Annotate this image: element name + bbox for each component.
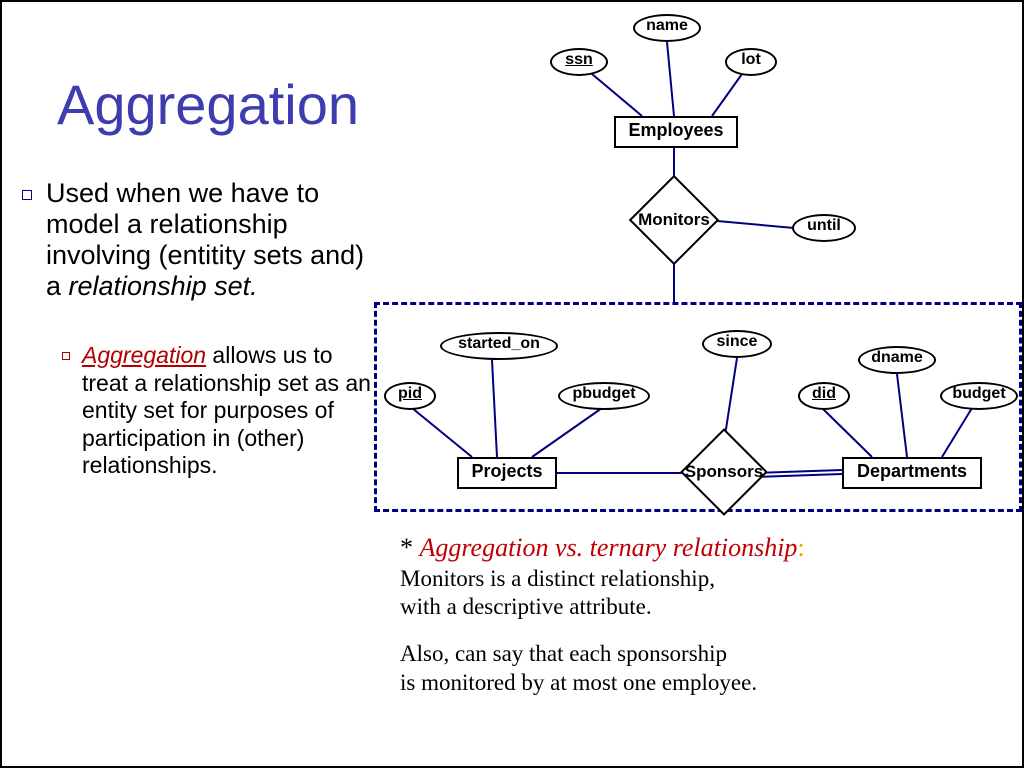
attribute-pid: pid bbox=[384, 382, 436, 410]
footnote-line3: with a descriptive attribute. bbox=[400, 593, 805, 622]
attribute-pbudget: pbudget bbox=[558, 382, 650, 410]
attribute-name: name bbox=[633, 14, 701, 42]
slide-title: Aggregation bbox=[57, 72, 359, 137]
title-text: Aggregation bbox=[57, 73, 359, 136]
entity-departments-label: Departments bbox=[857, 461, 967, 481]
spacer bbox=[400, 622, 805, 640]
attribute-dname-label: dname bbox=[871, 349, 923, 366]
relationship-monitors: Monitors bbox=[642, 188, 706, 252]
bullet-square-icon bbox=[62, 352, 70, 360]
entity-employees-label: Employees bbox=[628, 120, 723, 140]
relationship-monitors-label: Monitors bbox=[638, 210, 710, 230]
bullet-sub-lead: Aggregation bbox=[82, 342, 206, 368]
attribute-since-label: since bbox=[717, 333, 758, 350]
entity-projects-label: Projects bbox=[471, 461, 542, 481]
footnote-line5: is monitored by at most one employee. bbox=[400, 669, 805, 698]
bullet-main-italic: relationship set. bbox=[69, 271, 258, 301]
attribute-started_on-label: started_on bbox=[458, 335, 540, 352]
footnote-line1: * Aggregation vs. ternary relationship: bbox=[400, 532, 805, 565]
attribute-pid-label: pid bbox=[398, 385, 422, 402]
attribute-until: until bbox=[792, 214, 856, 242]
attribute-pbudget-label: pbudget bbox=[572, 385, 635, 402]
footnote-line4: Also, can say that each sponsorship bbox=[400, 640, 805, 669]
attribute-ssn: ssn bbox=[550, 48, 608, 76]
footnote-star: * bbox=[400, 533, 420, 562]
footnote: * Aggregation vs. ternary relationship: … bbox=[400, 532, 805, 698]
attribute-ssn-label: ssn bbox=[565, 51, 593, 68]
entity-departments: Departments bbox=[842, 457, 982, 489]
bullet-sub-text: Aggregation allows us to treat a relatio… bbox=[82, 342, 380, 480]
footnote-line2: Monitors is a distinct relationship, bbox=[400, 565, 805, 594]
attribute-started_on: started_on bbox=[440, 332, 558, 360]
attribute-until-label: until bbox=[807, 217, 841, 234]
attribute-name-label: name bbox=[646, 17, 688, 34]
attribute-budget: budget bbox=[940, 382, 1018, 410]
attribute-lot-label: lot bbox=[741, 51, 761, 68]
footnote-body: Monitors is a distinct relationship, wit… bbox=[400, 565, 805, 698]
attribute-did-label: did bbox=[812, 385, 836, 402]
relationship-sponsors-label: Sponsors bbox=[685, 462, 763, 482]
footnote-italic: Aggregation vs. ternary relationship bbox=[420, 533, 798, 562]
attribute-since: since bbox=[702, 330, 772, 358]
entity-employees: Employees bbox=[614, 116, 738, 148]
bullet-square-icon bbox=[22, 190, 32, 200]
attribute-did: did bbox=[798, 382, 850, 410]
bullet-main-text: Used when we have to model a relationshi… bbox=[46, 178, 381, 302]
entity-projects: Projects bbox=[457, 457, 557, 489]
attribute-lot: lot bbox=[725, 48, 777, 76]
relationship-sponsors: Sponsors bbox=[693, 441, 755, 503]
attribute-dname: dname bbox=[858, 346, 936, 374]
attribute-budget-label: budget bbox=[952, 385, 1005, 402]
footnote-colon: : bbox=[797, 533, 804, 562]
